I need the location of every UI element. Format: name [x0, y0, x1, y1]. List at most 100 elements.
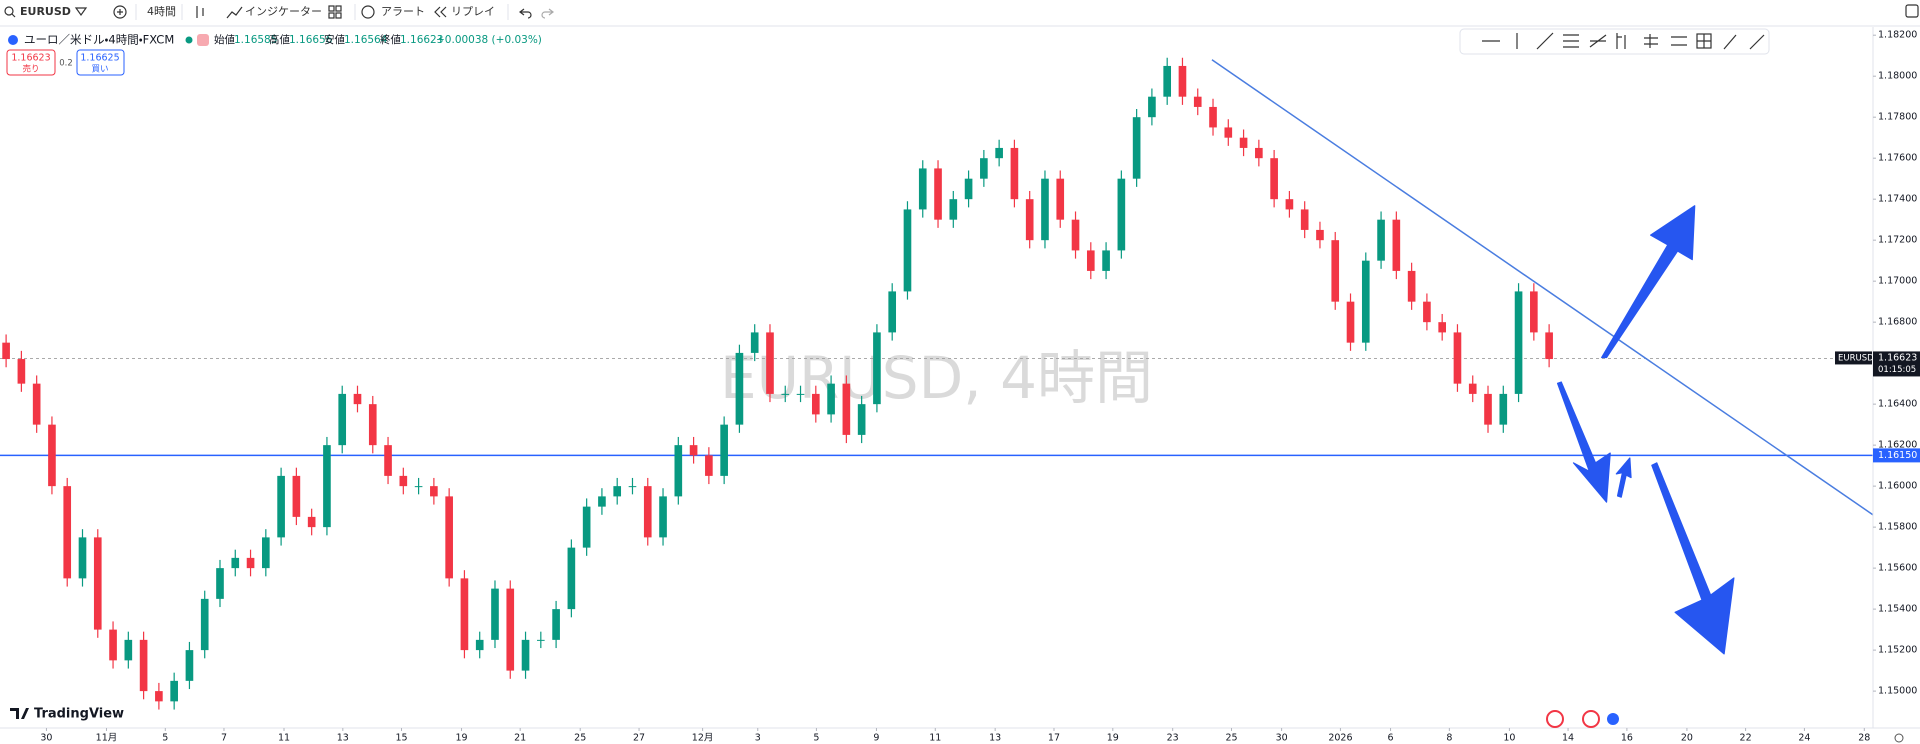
candle-body	[1514, 291, 1523, 394]
x-tick-label: 25	[1225, 733, 1237, 744]
window-icon[interactable]	[1905, 4, 1919, 18]
high-value: 1.16656	[289, 34, 333, 46]
indicator-icon[interactable]	[226, 6, 243, 19]
candle-body	[1163, 65, 1172, 97]
y-tick-label: 1.16800	[1878, 317, 1917, 328]
trendline	[1211, 59, 1874, 516]
hline-label-bg	[1873, 448, 1920, 463]
x-tick-label: 2026	[1328, 733, 1352, 744]
y-tick-label: 1.17000	[1878, 276, 1917, 287]
candle-body	[109, 629, 117, 661]
candle-body	[750, 332, 759, 353]
undo-icon[interactable]	[519, 8, 532, 19]
symbol[interactable]: EURUSD	[20, 5, 71, 18]
sell-button[interactable]	[6, 49, 56, 76]
candle-body	[1300, 209, 1309, 230]
candle-body	[460, 578, 469, 651]
tool-parallel[interactable]	[1671, 36, 1687, 46]
candle-body	[1316, 229, 1324, 241]
candle-body	[827, 383, 835, 415]
logo-text[interactable]: TradingView	[34, 707, 124, 722]
add-icon[interactable]	[113, 5, 127, 19]
x-tick-label: 11	[278, 733, 290, 744]
candle-body	[307, 516, 316, 528]
tool-channel[interactable]	[1563, 34, 1579, 48]
y-tick-label: 1.15600	[1878, 563, 1917, 574]
candle-body	[980, 158, 988, 179]
candle-body	[1255, 147, 1263, 159]
high-label: 高値	[269, 33, 290, 46]
candle-body	[445, 496, 453, 579]
x-tick-label: 30	[1276, 733, 1288, 744]
layout-icon-4	[335, 12, 342, 19]
search-icon[interactable]	[4, 6, 14, 16]
candle-body	[659, 496, 667, 538]
candle-body	[582, 506, 591, 548]
alert-button[interactable]: アラート	[381, 5, 425, 18]
event-icon[interactable]	[1546, 710, 1564, 728]
logo-mark	[10, 708, 29, 719]
x-tick-label: 6	[1388, 733, 1394, 744]
settings-icon[interactable]	[1894, 733, 1904, 743]
candle-body	[552, 609, 560, 640]
candle-icon[interactable]	[196, 6, 204, 18]
event-icon[interactable]	[1607, 713, 1619, 725]
chart-type-icon[interactable]	[74, 7, 88, 17]
x-tick-label: 16	[1621, 733, 1633, 744]
x-tick-label: 23	[1167, 733, 1179, 744]
arrow-annotations	[1556, 205, 1735, 655]
tool-pitchfork[interactable]	[1616, 33, 1626, 49]
event-icon[interactable]	[1582, 710, 1600, 728]
candle-body	[1086, 250, 1095, 271]
buy-button[interactable]	[76, 49, 125, 76]
candle-body	[842, 383, 851, 435]
candle-body	[1484, 393, 1492, 425]
layout-icon[interactable]	[328, 5, 335, 12]
candle-body	[1285, 199, 1294, 210]
x-tick-label: 30	[40, 733, 52, 744]
candle-body	[1346, 301, 1355, 343]
candle-body	[1407, 270, 1416, 302]
candle-body	[78, 537, 87, 579]
candle-body	[705, 455, 713, 476]
candle-body	[1545, 332, 1553, 360]
tool-arrow[interactable]	[1749, 34, 1765, 50]
candle-body	[170, 680, 178, 702]
candle-body	[888, 291, 897, 333]
candle-body	[491, 588, 499, 640]
spread: 0.2	[59, 59, 73, 69]
candle-body	[598, 496, 606, 507]
tool-brush[interactable]	[1723, 34, 1737, 50]
replay-button[interactable]: リプレイ	[451, 5, 495, 18]
symbol-label-bg	[1835, 351, 1872, 365]
candle-body	[277, 475, 285, 538]
interval[interactable]: 4時間	[147, 5, 176, 18]
candle-body	[1438, 322, 1446, 333]
countdown: 01:15:05	[1878, 365, 1916, 375]
drawing-toolbar-bg	[1459, 28, 1770, 55]
candle-body	[185, 650, 194, 681]
x-tick-label: 28	[1858, 733, 1870, 744]
change-value: +0.00038 (+0.03%)	[436, 34, 542, 46]
alert-icon[interactable]	[361, 5, 375, 19]
candle-body	[536, 639, 545, 641]
candle-body	[1025, 199, 1034, 241]
indicators-button[interactable]: インジケーター	[245, 5, 322, 18]
candle-body	[613, 486, 622, 497]
candle-body	[475, 639, 484, 651]
redo-icon[interactable]	[541, 8, 554, 19]
event-icon[interactable]	[197, 34, 209, 46]
tool-fib[interactable]	[1589, 34, 1607, 48]
tool-trendline[interactable]	[1536, 32, 1554, 50]
candle-body	[1270, 158, 1278, 200]
x-tick-label: 8	[1446, 733, 1452, 744]
x-tick-label: 22	[1740, 733, 1752, 744]
close-label: 終値	[380, 33, 401, 46]
tool-ray[interactable]	[1644, 34, 1658, 48]
candle-body	[643, 486, 652, 538]
replay-icon[interactable]	[434, 6, 447, 18]
hline-label: 1.16150	[1878, 450, 1917, 461]
candle-body	[949, 199, 958, 220]
